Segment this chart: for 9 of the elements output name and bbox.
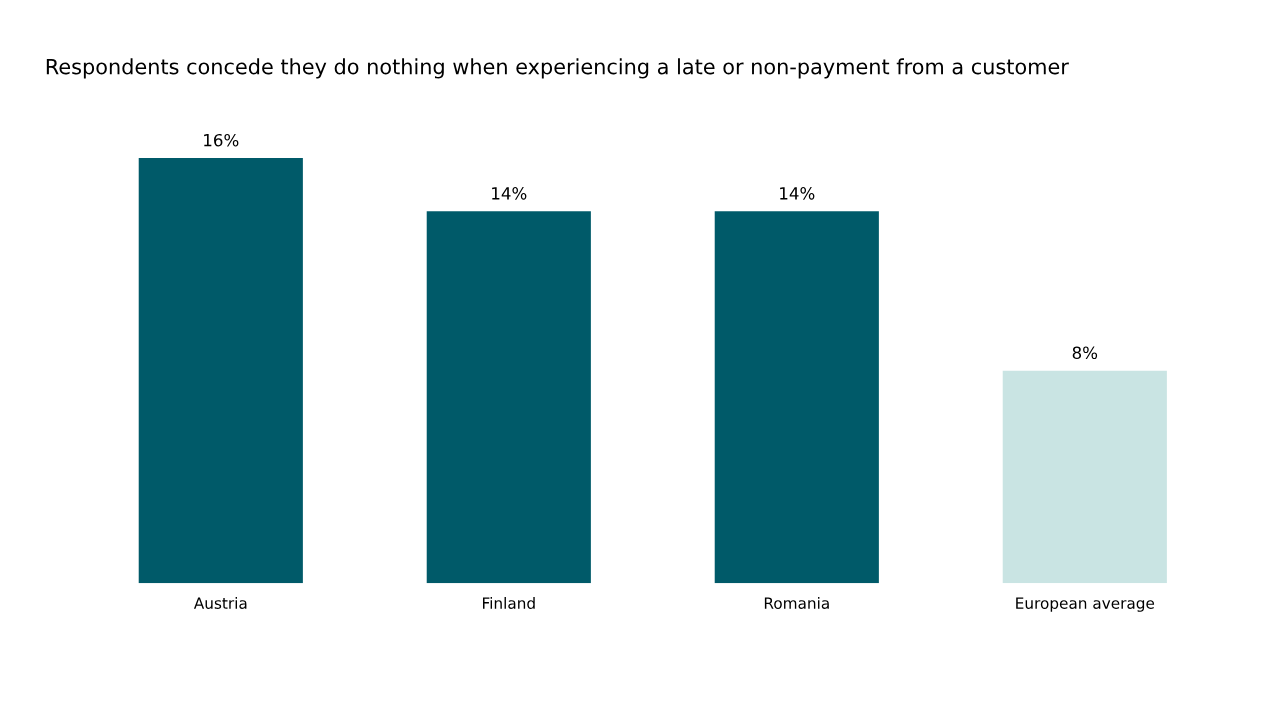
data-label: 14% <box>780 187 815 200</box>
data-label: 8% <box>1072 346 1098 360</box>
chart-title: Respondents concede they do nothing when experiencing a late or non-payment from a customer <box>46 58 1069 79</box>
data-label: 14% <box>492 187 527 200</box>
data-label: 16% <box>204 133 239 147</box>
x-tick-label: Austria <box>193 597 247 609</box>
x-tick-label: European average <box>1016 597 1155 612</box>
x-tick-label: Finland <box>483 597 535 609</box>
x-tick-label: Romania <box>764 597 829 609</box>
